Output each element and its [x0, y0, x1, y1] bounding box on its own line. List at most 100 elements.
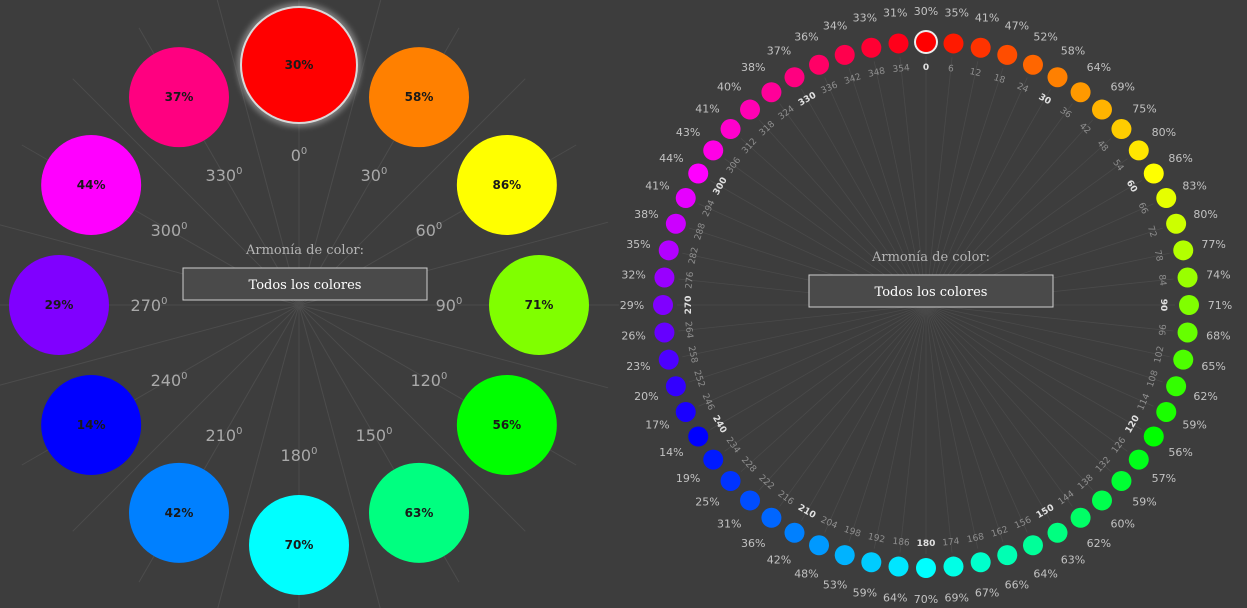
swatch-126[interactable] — [1128, 449, 1149, 470]
swatch-180[interactable] — [916, 558, 936, 578]
swatch-circle[interactable] — [665, 376, 686, 397]
swatch-circle[interactable] — [369, 462, 469, 563]
left-harmony-selector-label[interactable]: Todos los colores — [249, 278, 362, 293]
swatch-circle[interactable] — [809, 54, 830, 75]
swatch-circle[interactable] — [784, 522, 805, 543]
swatch-300[interactable] — [688, 163, 709, 184]
swatch-66[interactable] — [1156, 188, 1177, 209]
swatch-circle[interactable] — [456, 135, 557, 235]
swatch-circle[interactable] — [761, 82, 782, 103]
swatch-330[interactable]: 37% — [129, 47, 229, 148]
swatch-circle[interactable] — [943, 33, 964, 54]
swatch-circle[interactable] — [1128, 140, 1149, 161]
swatch-276[interactable] — [654, 267, 675, 288]
swatch-circle[interactable] — [369, 47, 469, 148]
swatch-300[interactable]: 44% — [41, 135, 142, 235]
swatch-circle[interactable] — [1091, 99, 1112, 120]
swatch-264[interactable] — [654, 322, 675, 343]
swatch-circle[interactable] — [834, 545, 855, 566]
swatch-234[interactable] — [703, 449, 724, 470]
swatch-circle[interactable] — [720, 470, 741, 491]
swatch-0[interactable] — [914, 30, 938, 54]
swatch-circle[interactable] — [654, 322, 675, 343]
swatch-48[interactable] — [1111, 119, 1132, 140]
swatch-270[interactable]: 29% — [9, 255, 109, 355]
swatch-circle[interactable] — [665, 213, 686, 234]
swatch-348[interactable] — [861, 37, 882, 58]
swatch-circle[interactable] — [784, 67, 805, 88]
swatch-circle[interactable] — [1156, 401, 1177, 422]
swatch-42[interactable] — [1091, 99, 1112, 120]
swatch-30[interactable] — [1047, 67, 1068, 88]
swatch-6[interactable] — [943, 33, 964, 54]
swatch-circle[interactable] — [888, 556, 909, 577]
swatch-78[interactable] — [1173, 240, 1194, 261]
swatch-30[interactable]: 58% — [369, 47, 469, 148]
swatch-circle[interactable] — [675, 188, 696, 209]
swatch-circle[interactable] — [1173, 349, 1194, 370]
swatch-circle[interactable] — [720, 119, 741, 140]
swatch-60[interactable] — [1143, 163, 1164, 184]
swatch-circle[interactable] — [489, 255, 589, 355]
swatch-circle[interactable] — [1156, 188, 1177, 209]
swatch-240[interactable]: 14% — [41, 375, 142, 475]
swatch-204[interactable] — [809, 535, 830, 556]
swatch-222[interactable] — [740, 490, 761, 511]
swatch-354[interactable] — [888, 33, 909, 54]
swatch-114[interactable] — [1156, 401, 1177, 422]
swatch-12[interactable] — [970, 37, 991, 58]
swatch-circle[interactable] — [1047, 67, 1068, 88]
swatch-252[interactable] — [665, 376, 686, 397]
swatch-144[interactable] — [1070, 507, 1091, 528]
swatch-circle[interactable] — [1070, 507, 1091, 528]
swatch-circle[interactable] — [658, 240, 679, 261]
swatch-90[interactable]: 71% — [489, 255, 589, 355]
swatch-circle[interactable] — [888, 33, 909, 54]
swatch-192[interactable] — [861, 552, 882, 573]
right-harmony-selector[interactable]: Todos los colores — [808, 274, 1054, 308]
swatch-102[interactable] — [1173, 349, 1194, 370]
swatch-54[interactable] — [1128, 140, 1149, 161]
swatch-180[interactable]: 70% — [249, 495, 349, 595]
swatch-342[interactable] — [834, 44, 855, 65]
swatch-132[interactable] — [1111, 470, 1132, 491]
swatch-circle[interactable] — [242, 8, 356, 122]
right-harmony-selector-label[interactable]: Todos los colores — [875, 285, 988, 300]
swatch-circle[interactable] — [1022, 54, 1043, 75]
left-harmony-selector-box[interactable] — [182, 267, 428, 301]
swatch-circle[interactable] — [1143, 426, 1164, 447]
swatch-circle[interactable] — [129, 47, 229, 148]
swatch-318[interactable] — [740, 99, 761, 120]
swatch-198[interactable] — [834, 545, 855, 566]
swatch-330[interactable] — [784, 67, 805, 88]
swatch-0[interactable]: 30% — [237, 3, 361, 127]
swatch-circle[interactable] — [834, 44, 855, 65]
swatch-circle[interactable] — [1128, 449, 1149, 470]
swatch-circle[interactable] — [809, 535, 830, 556]
swatch-150[interactable]: 63% — [369, 462, 469, 563]
swatch-120[interactable] — [1143, 426, 1164, 447]
swatch-circle[interactable] — [249, 495, 349, 595]
swatch-240[interactable] — [688, 426, 709, 447]
swatch-18[interactable] — [997, 44, 1018, 65]
swatch-circle[interactable] — [41, 375, 142, 475]
swatch-174[interactable] — [943, 556, 964, 577]
swatch-circle[interactable] — [740, 99, 761, 120]
swatch-circle[interactable] — [1091, 490, 1112, 511]
left-harmony-selector[interactable]: Todos los colores — [182, 267, 428, 301]
swatch-210[interactable]: 42% — [129, 462, 229, 563]
swatch-circle[interactable] — [970, 552, 991, 573]
swatch-circle[interactable] — [761, 507, 782, 528]
swatch-circle[interactable] — [916, 32, 936, 52]
swatch-circle[interactable] — [1070, 82, 1091, 103]
swatch-36[interactable] — [1070, 82, 1091, 103]
swatch-24[interactable] — [1022, 54, 1043, 75]
swatch-circle[interactable] — [970, 37, 991, 58]
swatch-216[interactable] — [761, 507, 782, 528]
swatch-circle[interactable] — [997, 44, 1018, 65]
swatch-336[interactable] — [809, 54, 830, 75]
swatch-circle[interactable] — [1022, 535, 1043, 556]
swatch-circle[interactable] — [861, 37, 882, 58]
swatch-circle[interactable] — [1047, 522, 1068, 543]
swatch-306[interactable] — [703, 140, 724, 161]
